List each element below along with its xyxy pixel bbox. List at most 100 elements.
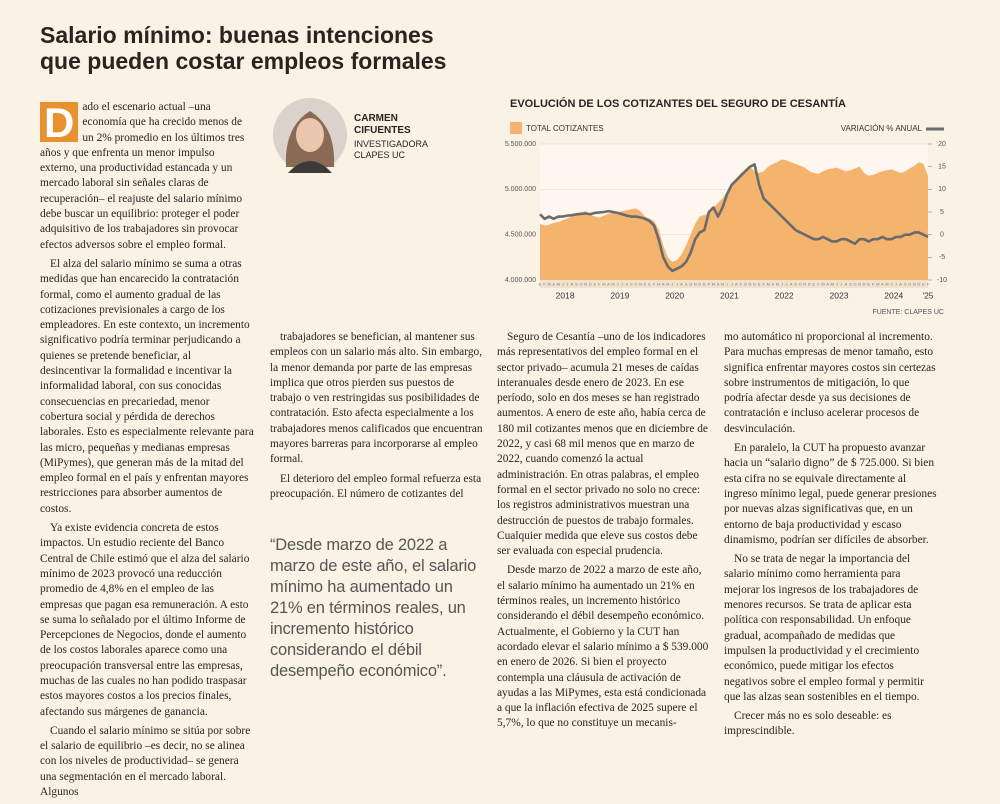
month-label: O: [634, 282, 637, 287]
month-label: E: [867, 282, 870, 287]
month-label: F: [762, 282, 765, 287]
month-label: A: [680, 282, 683, 287]
month-label: M: [657, 282, 660, 287]
month-label: A: [662, 282, 665, 287]
column: mo automático ni proporcional al increme…: [724, 330, 938, 744]
month-label: D: [863, 282, 866, 287]
month-label: S: [849, 282, 852, 287]
y2-tick-label: 15: [938, 164, 946, 171]
month-label: F: [598, 282, 601, 287]
month-label: A: [844, 282, 847, 287]
month-label: N: [639, 282, 642, 287]
month-label: E: [703, 282, 706, 287]
author-block: CARMEN CIFUENTES INVESTIGADORA CLAPES UC: [272, 97, 482, 177]
author-name: CARMEN CIFUENTES: [354, 113, 411, 136]
month-label: J: [671, 282, 673, 287]
month-label: J: [617, 282, 619, 287]
month-label: J: [785, 282, 787, 287]
paragraph: mo automático ni proporcional al increme…: [724, 331, 936, 435]
month-label: A: [717, 282, 720, 287]
legend-label: VARIACIÓN % ANUAL: [841, 124, 923, 133]
paragraph: Seguro de Cesantía –uno de los indicador…: [497, 331, 708, 558]
variation-line: [539, 163, 929, 273]
y2-tick-label: 20: [938, 141, 946, 148]
month-label: A: [771, 282, 774, 287]
legend-label: TOTAL COTIZANTES: [526, 124, 604, 133]
month-label: S: [904, 282, 907, 287]
month-label: J: [731, 282, 733, 287]
column: trabajadores se benefician, al mantener …: [270, 330, 484, 506]
month-label: J: [890, 282, 892, 287]
year-label: 2022: [775, 290, 794, 300]
month-label: D: [917, 282, 920, 287]
chart-source: FUENTE: CLAPES UC: [872, 309, 944, 316]
month-label: M: [547, 282, 550, 287]
month-label: M: [611, 282, 614, 287]
month-label: J: [836, 282, 838, 287]
month-label: M: [885, 282, 888, 287]
month-label: A: [899, 282, 902, 287]
month-label: O: [744, 282, 747, 287]
month-label: O: [689, 282, 692, 287]
month-label: D: [589, 282, 592, 287]
month-label: O: [799, 282, 802, 287]
month-label: J: [895, 282, 897, 287]
month-label: D: [644, 282, 647, 287]
month-label: A: [571, 282, 574, 287]
headline: Salario mínimo: buenas intenciones que p…: [40, 22, 447, 74]
year-label: 2018: [556, 290, 575, 300]
month-label: A: [552, 282, 555, 287]
month-label: A: [790, 282, 793, 287]
month-label: E: [813, 282, 816, 287]
author-role: INVESTIGADORA CLAPES UC: [354, 139, 428, 160]
year-label: '25: [922, 290, 933, 300]
y2-tick-label: 5: [940, 209, 944, 216]
month-label: F: [817, 282, 820, 287]
month-label: J: [726, 282, 728, 287]
year-label: 2019: [610, 290, 629, 300]
month-label: J: [621, 282, 623, 287]
month-label: F: [708, 282, 711, 287]
total-area: [540, 159, 928, 280]
y2-tick-label: -10: [937, 277, 947, 284]
paragraph: No se trata de negar la importancia del …: [724, 553, 924, 703]
month-label: M: [721, 282, 724, 287]
month-label: A: [881, 282, 884, 287]
chart-title: EVOLUCIÓN DE LOS COTIZANTES DEL SEGURO D…: [510, 97, 846, 110]
month-label: F: [927, 282, 930, 287]
month-label: N: [803, 282, 806, 287]
month-label: E: [648, 282, 651, 287]
pull-quote: “Desde marzo de 2022 a marzo de este año…: [270, 536, 477, 680]
month-label: J: [840, 282, 842, 287]
chart: EVOLUCIÓN DE LOS COTIZANTES DEL SEGURO D…: [505, 97, 947, 316]
month-label: M: [776, 282, 779, 287]
month-label: M: [666, 282, 669, 287]
author-photo: [273, 98, 347, 173]
legend-swatch: [510, 122, 522, 134]
year-label: 2023: [830, 290, 849, 300]
column: Seguro de Cesantía –uno de los indicador…: [497, 330, 711, 736]
month-label: S: [630, 282, 633, 287]
month-label: M: [712, 282, 715, 287]
month-label: J: [566, 282, 568, 287]
month-label: D: [698, 282, 701, 287]
month-label: O: [908, 282, 911, 287]
month-label: N: [694, 282, 697, 287]
month-label: M: [602, 282, 605, 287]
month-label: E: [593, 282, 596, 287]
month-label: A: [625, 282, 628, 287]
month-label: E: [922, 282, 925, 287]
month-label: D: [808, 282, 811, 287]
month-label: M: [830, 282, 833, 287]
y2-tick-label: -5: [939, 254, 945, 261]
y-tick-label: 5.000.000: [505, 186, 536, 193]
month-label: D: [753, 282, 756, 287]
month-label: M: [767, 282, 770, 287]
month-label: M: [557, 282, 560, 287]
y2-tick-label: 0: [940, 232, 944, 239]
month-label: S: [575, 282, 578, 287]
y-tick-label: 4.000.000: [505, 277, 536, 284]
paragraph: En paralelo, la CUT ha propuesto avanzar…: [724, 442, 937, 546]
column: Dado el escenario actual –una economía q…: [40, 99, 254, 804]
y-tick-label: 5.500.000: [505, 141, 536, 148]
